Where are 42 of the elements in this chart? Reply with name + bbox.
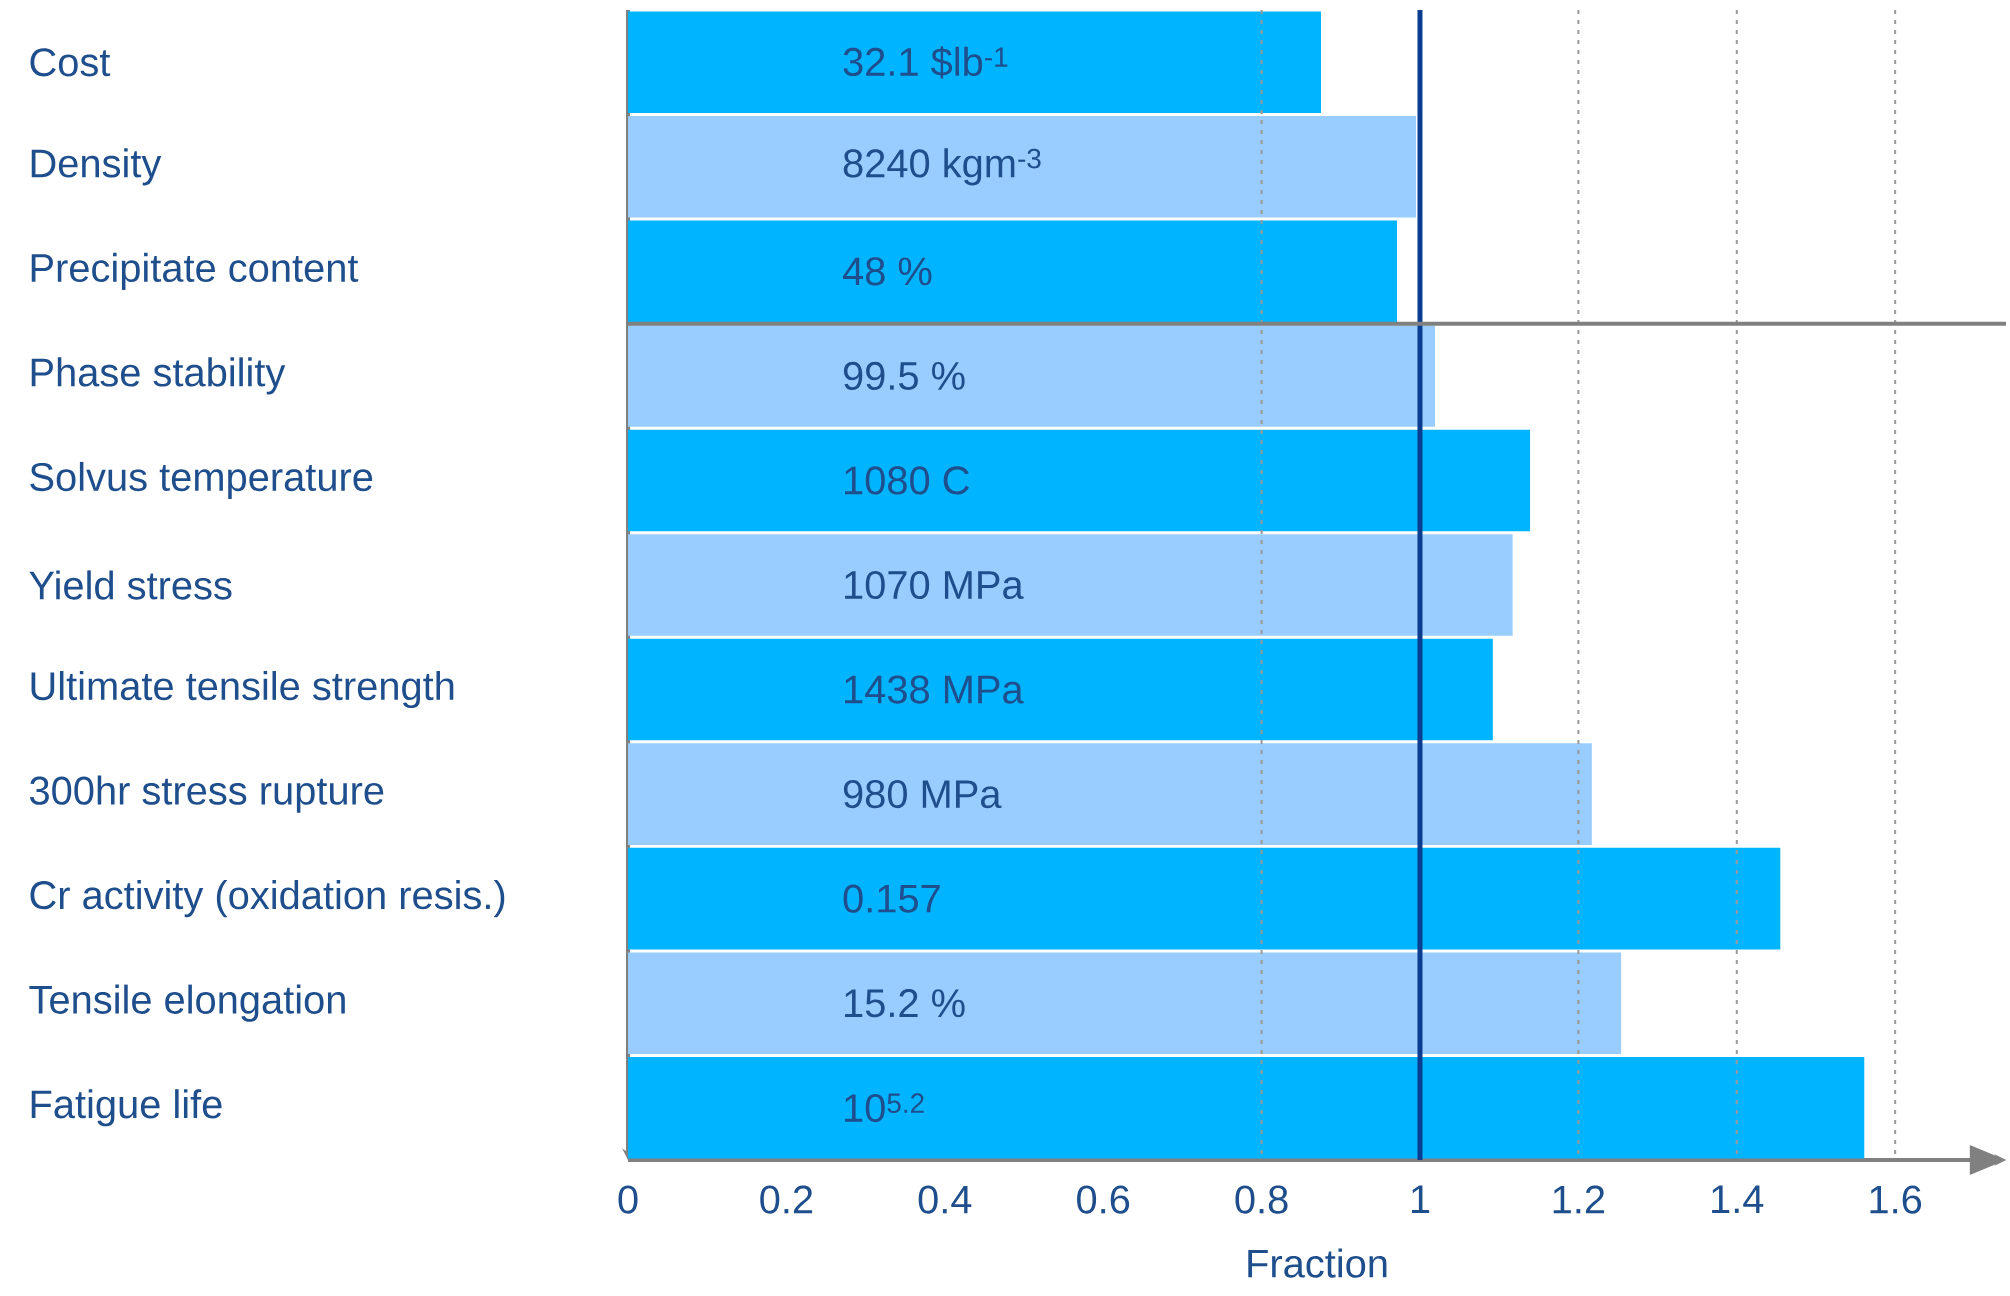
- bar: [628, 534, 1513, 636]
- annotation: 15.2 %: [845, 989, 965, 1018]
- bar: [628, 116, 1417, 218]
- x-tick-label: 0.4: [918, 1185, 972, 1214]
- y-tick-label: Solvus temperature: [30, 461, 373, 500]
- annotation: 99.5 %: [843, 361, 965, 391]
- bar: [628, 638, 1493, 741]
- y-tick-label: Phase stability: [31, 357, 286, 395]
- y-tick-label: Tensile elongation: [29, 984, 345, 1022]
- x-axis-title: Fraction: [1248, 1248, 1387, 1278]
- bar: [628, 952, 1622, 1054]
- x-tick-label: 1: [1411, 1185, 1430, 1213]
- bar: [628, 325, 1436, 427]
- x-tick-label: 0.8: [1235, 1185, 1288, 1214]
- y-tick-label: Fatigue life: [31, 1089, 222, 1127]
- y-tick-label: Yield stress: [29, 570, 232, 600]
- annotation: 1070 MPa: [845, 570, 1024, 600]
- annotation: 980 MPa: [843, 779, 1002, 809]
- x-tick-label: 0.6: [1077, 1185, 1130, 1214]
- y-tick-label: 300hr stress rupture: [29, 775, 384, 813]
- bar: [628, 11, 1321, 114]
- y-tick-label: Cr activity (oxidation resis.): [30, 880, 505, 918]
- x-tick-label: 1.4: [1712, 1185, 1764, 1213]
- bar: [628, 743, 1592, 845]
- annotation: 1080 C: [845, 466, 969, 495]
- annotation: 10$^{5.2}$: [845, 1093, 924, 1123]
- y-tick-label: Cost: [30, 48, 111, 77]
- annotation: 48 %: [842, 257, 932, 286]
- x-tick-label: 1.6: [1870, 1185, 1922, 1214]
- bar: [628, 429, 1531, 532]
- annotation: 32.1 $lb$^{-1}$: [843, 46, 1008, 79]
- y-tick-label: Ultimate tensile strength: [31, 670, 454, 709]
- bar: [628, 847, 1781, 950]
- bar: [628, 220, 1398, 323]
- y-tick-label: Precipitate content: [31, 252, 359, 290]
- annotation: 0.157: [843, 884, 940, 913]
- y-tick-label: Density: [31, 148, 162, 186]
- x-tick-label: 0.2: [760, 1185, 813, 1214]
- x-tick-label: 0: [618, 1185, 638, 1214]
- x-tick-label: 1.2: [1553, 1185, 1605, 1214]
- annotation: 8240 kgm$^{-3}$: [843, 148, 1041, 186]
- annotation: 1438 MPa: [845, 675, 1024, 704]
